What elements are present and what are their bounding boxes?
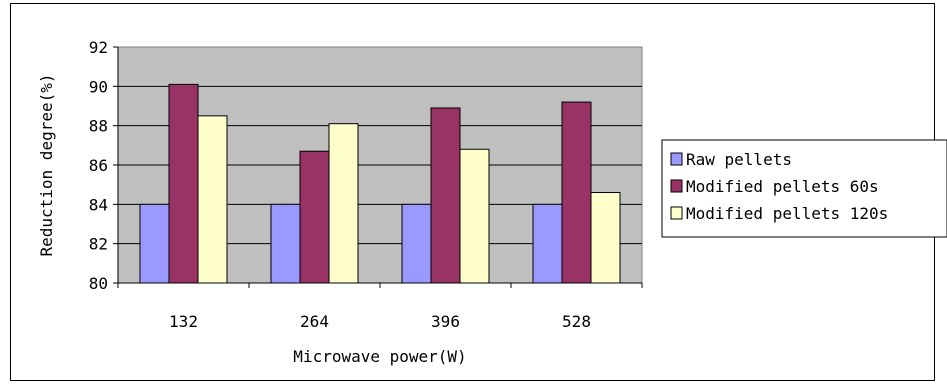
x-tick-label: 264 <box>300 312 329 331</box>
bar <box>401 203 432 284</box>
x-axis-title: Microwave power(W) <box>293 347 466 366</box>
y-tick-label: 92 <box>89 38 108 57</box>
bar <box>270 203 301 284</box>
bar <box>532 203 563 284</box>
legend: Raw pellets Modified pellets 60s Modified … <box>661 139 947 238</box>
y-tick-label: 86 <box>89 156 108 175</box>
y-tick-label: 82 <box>89 235 108 254</box>
y-axis-title: Reduction degree(%) <box>37 73 56 256</box>
x-tick-label: 396 <box>431 312 460 331</box>
bar <box>139 203 170 284</box>
bar <box>459 148 490 284</box>
y-tick-label: 80 <box>89 274 108 293</box>
legend-swatch <box>670 179 683 193</box>
bar <box>590 192 621 284</box>
y-axis-ticks: 80 82 84 86 88 90 92 <box>89 38 119 293</box>
x-tick-label: 528 <box>562 312 591 331</box>
legend-box <box>661 139 947 238</box>
legend-label: Modified pellets 120s <box>686 204 888 223</box>
x-tick-label: 132 <box>169 312 198 331</box>
bar <box>430 107 461 284</box>
y-tick-label: 88 <box>89 117 108 136</box>
bars <box>139 83 621 284</box>
bar <box>299 150 330 284</box>
legend-label: Modified pellets 60s <box>686 177 879 196</box>
legend-swatch <box>670 206 683 220</box>
bar <box>328 123 359 284</box>
x-axis-ticks: 132 264 396 528 <box>117 282 643 331</box>
legend-label: Raw pellets <box>686 150 792 169</box>
y-tick-label: 84 <box>89 195 108 214</box>
bar <box>168 83 199 284</box>
bar <box>561 101 592 284</box>
bar <box>197 115 228 284</box>
y-tick-label: 90 <box>89 77 108 96</box>
legend-swatch <box>670 152 683 166</box>
